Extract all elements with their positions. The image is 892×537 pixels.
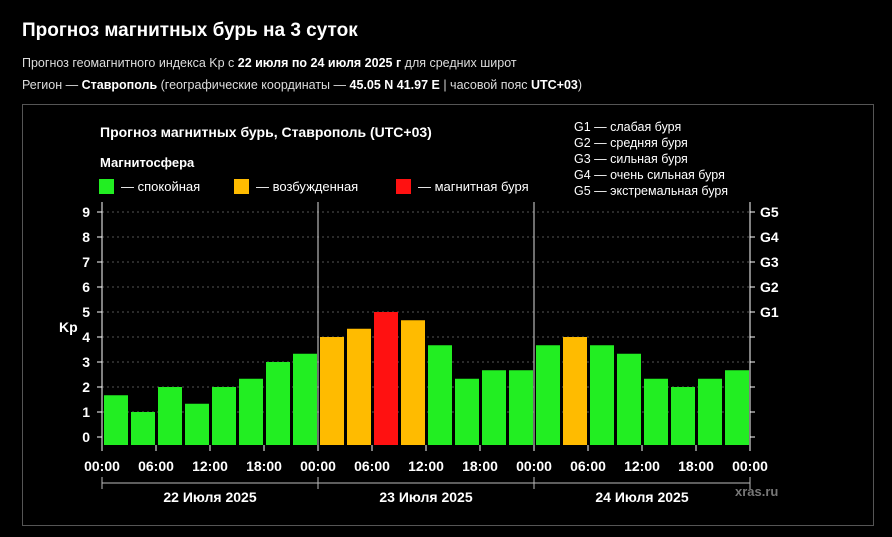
x-tick-label: 00:00 (516, 458, 552, 474)
x-tick-label: 12:00 (408, 458, 444, 474)
kp-bar (428, 345, 452, 445)
x-tick-label: 18:00 (246, 458, 282, 474)
kp-bar (509, 370, 533, 445)
y-tick-label: 3 (82, 354, 90, 370)
region-description: Регион — Ставрополь (географические коор… (22, 78, 582, 92)
x-tick-label: 00:00 (300, 458, 336, 474)
kp-bar (239, 378, 263, 445)
x-tick-label: 00:00 (84, 458, 120, 474)
x-tick-label: 18:00 (462, 458, 498, 474)
y-axis-label: Kp (59, 319, 78, 335)
legend-swatch (234, 179, 249, 194)
kp-bar (536, 345, 560, 445)
legend-swatch (396, 179, 411, 194)
x-tick-label: 06:00 (354, 458, 390, 474)
kp-chart: Прогноз магнитных бурь, Ставрополь (UTC+… (59, 120, 779, 505)
kp-bar (590, 345, 614, 445)
date-range: 22 июля по 24 июля 2025 г (237, 56, 402, 70)
g-scale-legend-item: G3 — сильная буря (574, 152, 688, 166)
g-scale-legend-item: G1 — слабая буря (574, 120, 681, 134)
y-tick-label: 8 (82, 229, 90, 245)
kp-bar (671, 387, 695, 445)
kp-bar (266, 362, 290, 445)
line2-end: ) (577, 78, 583, 92)
legend-title: Магнитосфера (100, 155, 195, 170)
x-tick-label: 06:00 (570, 458, 606, 474)
kp-bar (698, 378, 722, 445)
y-tick-label: 7 (82, 254, 90, 270)
y-tick-label: 5 (82, 304, 90, 320)
kp-bar (104, 395, 128, 445)
line1-prefix: Прогноз геомагнитного индекса Kp с (22, 56, 238, 70)
g-scale-legend-item: G2 — средняя буря (574, 136, 688, 150)
region-name: Ставрополь (81, 78, 158, 92)
day-label: 24 Июля 2025 (595, 489, 688, 505)
line2-prefix: Регион — (22, 78, 82, 92)
kp-bar (563, 337, 587, 445)
x-tick-label: 18:00 (678, 458, 714, 474)
g-scale-tick-label: G3 (760, 254, 779, 270)
kp-bar (347, 328, 371, 445)
forecast-description: Прогноз геомагнитного индекса Kp с 22 ию… (22, 56, 517, 70)
coordinates: 45.05 N 41.97 E (349, 78, 440, 92)
line1-suffix: для средних широт (401, 56, 517, 70)
g-scale-tick-label: G2 (760, 279, 779, 295)
g-scale-tick-label: G4 (760, 229, 779, 245)
kp-bar (185, 403, 209, 445)
y-tick-label: 9 (82, 204, 90, 220)
x-tick-label: 12:00 (624, 458, 660, 474)
y-tick-label: 0 (82, 429, 90, 445)
y-tick-label: 1 (82, 404, 90, 420)
line2-tz-prefix: | часовой пояс (439, 78, 531, 92)
legend-label: — магнитная буря (418, 179, 529, 194)
kp-bar (401, 320, 425, 445)
kp-bar (158, 387, 182, 445)
x-tick-label: 12:00 (192, 458, 228, 474)
legend-label: — спокойная (121, 179, 200, 194)
g-scale-legend-item: G4 — очень сильная буря (574, 168, 725, 182)
line2-mid: (географические координаты — (157, 78, 350, 92)
kp-bar (482, 370, 506, 445)
kp-bar (212, 387, 236, 445)
chart-panel: Прогноз магнитных бурь, Ставрополь (UTC+… (22, 104, 874, 526)
x-tick-label: 06:00 (138, 458, 174, 474)
kp-bar (455, 378, 479, 445)
kp-bar (644, 378, 668, 445)
day-label: 22 Июля 2025 (163, 489, 256, 505)
kp-bar (131, 412, 155, 445)
legend-label: — возбужденная (256, 179, 358, 194)
legend-swatch (99, 179, 114, 194)
g-scale-tick-label: G5 (760, 204, 779, 220)
y-tick-label: 2 (82, 379, 90, 395)
kp-bar (725, 370, 749, 445)
chart-title: Прогноз магнитных бурь, Ставрополь (UTC+… (100, 124, 432, 140)
page-title: Прогноз магнитных бурь на 3 суток (22, 20, 358, 41)
x-tick-label: 00:00 (732, 458, 768, 474)
kp-bar (293, 353, 317, 445)
g-scale-legend-item: G5 — экстремальная буря (574, 184, 728, 198)
kp-bar (617, 353, 641, 445)
timezone: UTC+03 (530, 78, 578, 92)
y-tick-label: 4 (82, 329, 90, 345)
g-scale-tick-label: G1 (760, 304, 779, 320)
kp-bar (320, 337, 344, 445)
day-label: 23 Июля 2025 (379, 489, 472, 505)
watermark: xras.ru (735, 484, 778, 499)
kp-bar (374, 312, 398, 445)
y-tick-label: 6 (82, 279, 90, 295)
